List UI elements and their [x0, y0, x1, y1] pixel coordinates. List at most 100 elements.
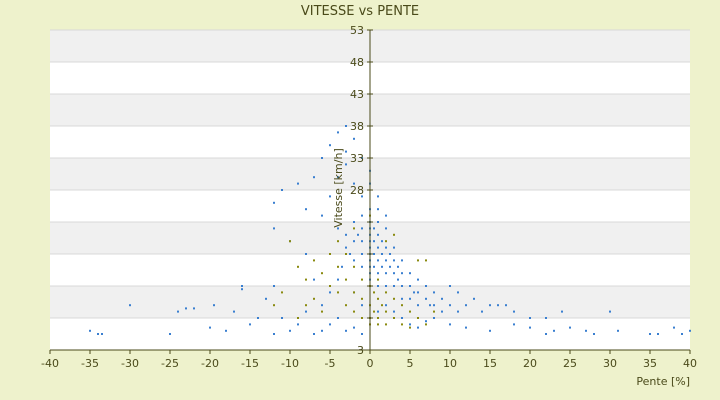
- x-tick-label: 20: [523, 357, 537, 370]
- data-point-main: [233, 310, 235, 313]
- x-tick-label: -20: [201, 357, 219, 370]
- data-points: [89, 125, 691, 335]
- y-tick-label: 28: [350, 184, 364, 197]
- data-point-main: [409, 285, 411, 287]
- data-point-main: [357, 233, 359, 236]
- x-tick-label: 10: [443, 357, 457, 370]
- data-point-secondary: [409, 326, 411, 329]
- data-point-secondary: [385, 291, 387, 294]
- data-point-main: [393, 259, 395, 262]
- data-point-main: [329, 144, 331, 147]
- data-point-main: [241, 288, 243, 291]
- data-point-main: [281, 317, 283, 319]
- data-point-secondary: [385, 310, 387, 313]
- data-point-main: [345, 163, 347, 166]
- data-point-main: [689, 329, 691, 332]
- data-point-main: [377, 272, 379, 275]
- data-point-main: [433, 317, 435, 319]
- data-point-main: [385, 272, 387, 275]
- data-point-main: [489, 304, 491, 307]
- data-point-main: [361, 214, 363, 217]
- data-point-main: [417, 304, 419, 307]
- data-point-main: [377, 221, 379, 223]
- data-point-secondary: [417, 259, 419, 262]
- data-point-main: [401, 317, 403, 319]
- data-point-main: [417, 291, 419, 294]
- data-point-main: [313, 333, 315, 335]
- data-point-main: [321, 329, 323, 332]
- data-point-main: [361, 333, 363, 335]
- data-point-main: [393, 246, 395, 249]
- data-point-main: [321, 304, 323, 307]
- data-point-main: [425, 320, 427, 323]
- x-tick-label: -35: [81, 357, 99, 370]
- data-point-main: [353, 326, 355, 329]
- data-point-main: [385, 227, 387, 230]
- data-point-main: [345, 125, 347, 127]
- data-point-main: [561, 310, 563, 313]
- data-point-main: [593, 333, 595, 335]
- data-point-secondary: [273, 304, 275, 307]
- data-point-main: [373, 240, 375, 243]
- data-point-secondary: [425, 323, 427, 326]
- data-point-main: [449, 304, 451, 307]
- data-point-secondary: [353, 227, 355, 230]
- x-axis-label: Pente [%]: [636, 375, 690, 388]
- data-point-main: [129, 304, 131, 307]
- data-point-main: [553, 329, 555, 332]
- data-point-main: [305, 310, 307, 313]
- y-tick-label: 3: [357, 344, 364, 357]
- data-point-main: [401, 259, 403, 262]
- data-point-main: [457, 291, 459, 294]
- data-point-main: [273, 201, 275, 204]
- data-point-main: [457, 310, 459, 313]
- data-point-secondary: [433, 310, 435, 313]
- data-point-main: [489, 329, 491, 332]
- x-tick-label: 25: [563, 357, 577, 370]
- data-point-main: [377, 285, 379, 287]
- data-point-secondary: [361, 297, 363, 300]
- data-point-main: [417, 278, 419, 281]
- data-point-main: [249, 323, 251, 326]
- data-point-main: [353, 137, 355, 140]
- data-point-main: [209, 326, 211, 329]
- data-point-secondary: [321, 272, 323, 275]
- data-point-main: [177, 310, 179, 313]
- data-point-secondary: [393, 297, 395, 300]
- data-point-secondary: [385, 240, 387, 243]
- data-point-main: [329, 323, 331, 326]
- data-point-secondary: [337, 265, 339, 268]
- y-tick-label: 48: [350, 56, 364, 69]
- data-point-main: [569, 326, 571, 329]
- data-point-secondary: [361, 278, 363, 281]
- data-point-main: [429, 304, 431, 307]
- data-point-secondary: [345, 278, 347, 281]
- data-point-secondary: [377, 297, 379, 300]
- data-point-main: [497, 304, 499, 307]
- data-point-main: [97, 333, 99, 335]
- data-point-main: [441, 297, 443, 300]
- data-point-secondary: [321, 310, 323, 313]
- data-point-main: [545, 333, 547, 335]
- data-point-main: [377, 208, 379, 211]
- data-point-secondary: [289, 240, 291, 243]
- x-tick-label: 40: [683, 357, 697, 370]
- data-point-secondary: [329, 253, 331, 255]
- data-point-secondary: [377, 278, 379, 281]
- data-point-main: [385, 285, 387, 287]
- data-point-main: [401, 297, 403, 300]
- data-point-main: [321, 157, 323, 159]
- data-point-main: [361, 240, 363, 243]
- data-point-main: [337, 131, 339, 134]
- data-point-main: [441, 310, 443, 313]
- data-point-main: [529, 326, 531, 329]
- data-point-main: [381, 253, 383, 255]
- x-tick-label: -15: [241, 357, 259, 370]
- data-point-main: [273, 285, 275, 287]
- data-point-main: [433, 304, 435, 307]
- data-point-secondary: [385, 323, 387, 326]
- data-point-main: [225, 329, 227, 332]
- data-point-main: [377, 233, 379, 236]
- data-point-secondary: [361, 317, 363, 319]
